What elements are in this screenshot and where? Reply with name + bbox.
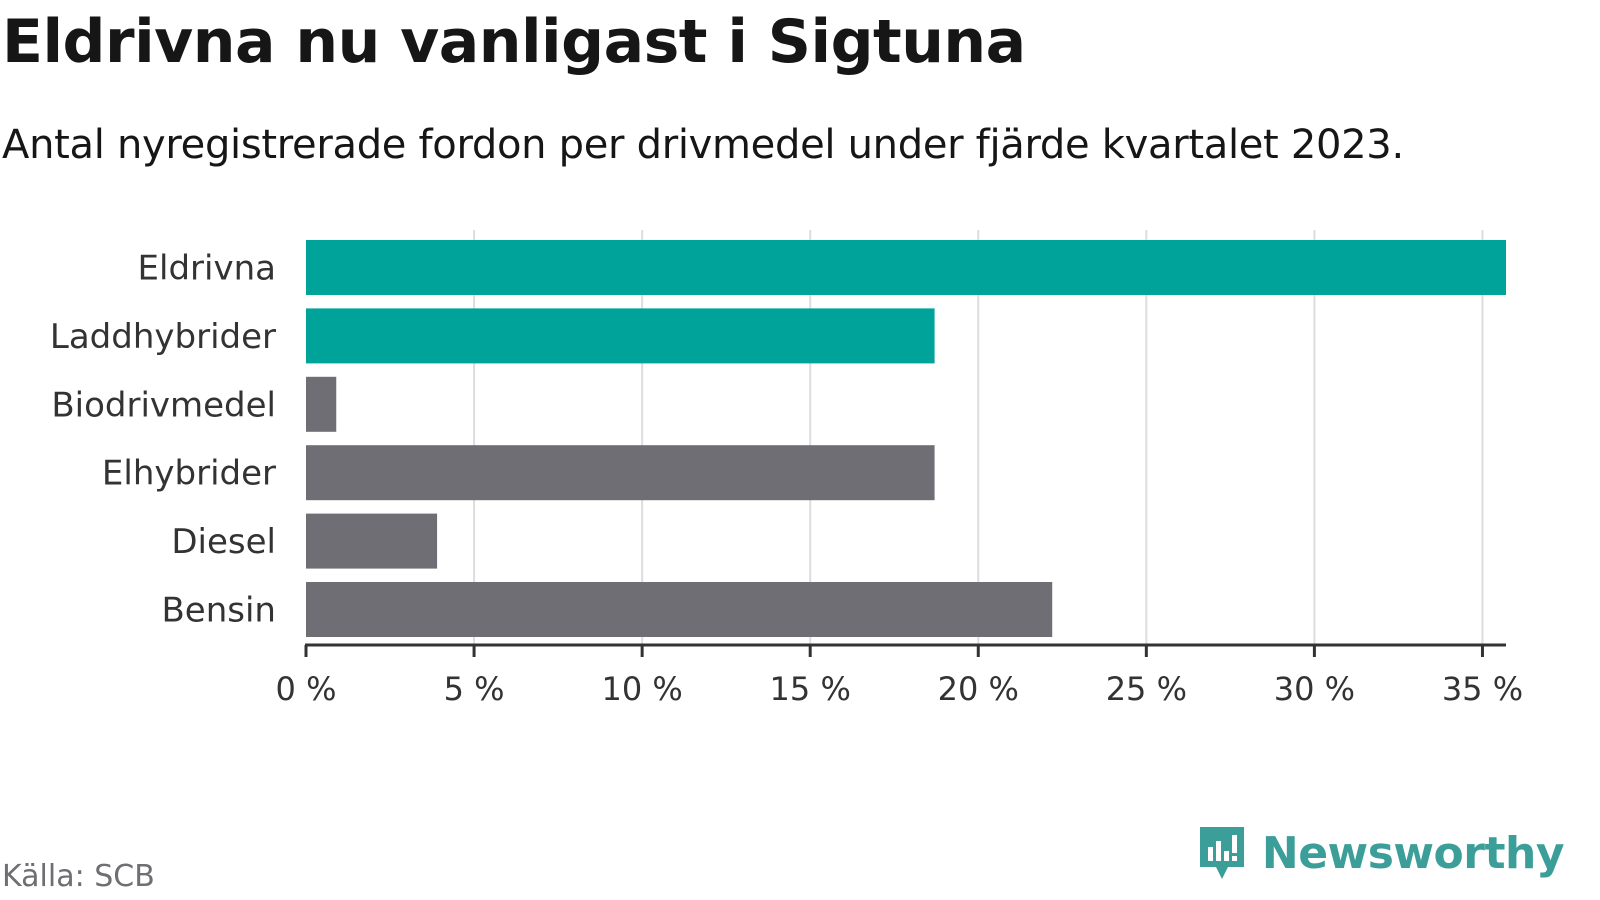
bar-diesel <box>306 513 438 569</box>
bar-chart: Eldrivna Laddhybrider Biodrivmedel Elhybrid… <box>50 230 1523 708</box>
x-tick-label-2: 10 % <box>601 670 682 708</box>
category-label-laddhybrider: Laddhybrider <box>50 317 276 357</box>
x-tick-label-6: 30 % <box>1274 670 1355 708</box>
bar-biodrivmedel <box>306 376 337 432</box>
brand-name: Newsworthy <box>1261 827 1565 879</box>
bar-eldrivna <box>306 240 1506 295</box>
x-tick-label-0: 0 % <box>276 670 337 708</box>
x-tick-label-3: 15 % <box>770 670 851 708</box>
newsworthy-logo-icon <box>1199 827 1244 879</box>
bar-elhybrider <box>306 445 935 501</box>
category-label-diesel: Diesel <box>171 522 276 562</box>
x-tick-label-4: 20 % <box>938 670 1019 708</box>
x-tick-label-5: 25 % <box>1106 670 1187 708</box>
category-label-elhybrider: Elhybrider <box>102 454 276 494</box>
bar-bensin <box>306 582 1053 637</box>
brand-logo: Newsworthy <box>1196 822 1565 884</box>
category-label-bensin: Bensin <box>161 591 276 631</box>
chart-subtitle: Antal nyregistrerade fordon per drivmede… <box>2 122 1404 168</box>
source-note: Källa: SCB <box>2 859 155 894</box>
x-tick-label-1: 5 % <box>444 670 505 708</box>
category-label-eldrivna: Eldrivna <box>138 249 276 289</box>
x-tick-label-7: 35 % <box>1442 670 1523 708</box>
bar-laddhybrider <box>306 308 935 364</box>
category-label-biodrivmedel: Biodrivmedel <box>51 385 276 425</box>
chart-title: Eldrivna nu vanligast i Sigtuna <box>2 7 1026 77</box>
